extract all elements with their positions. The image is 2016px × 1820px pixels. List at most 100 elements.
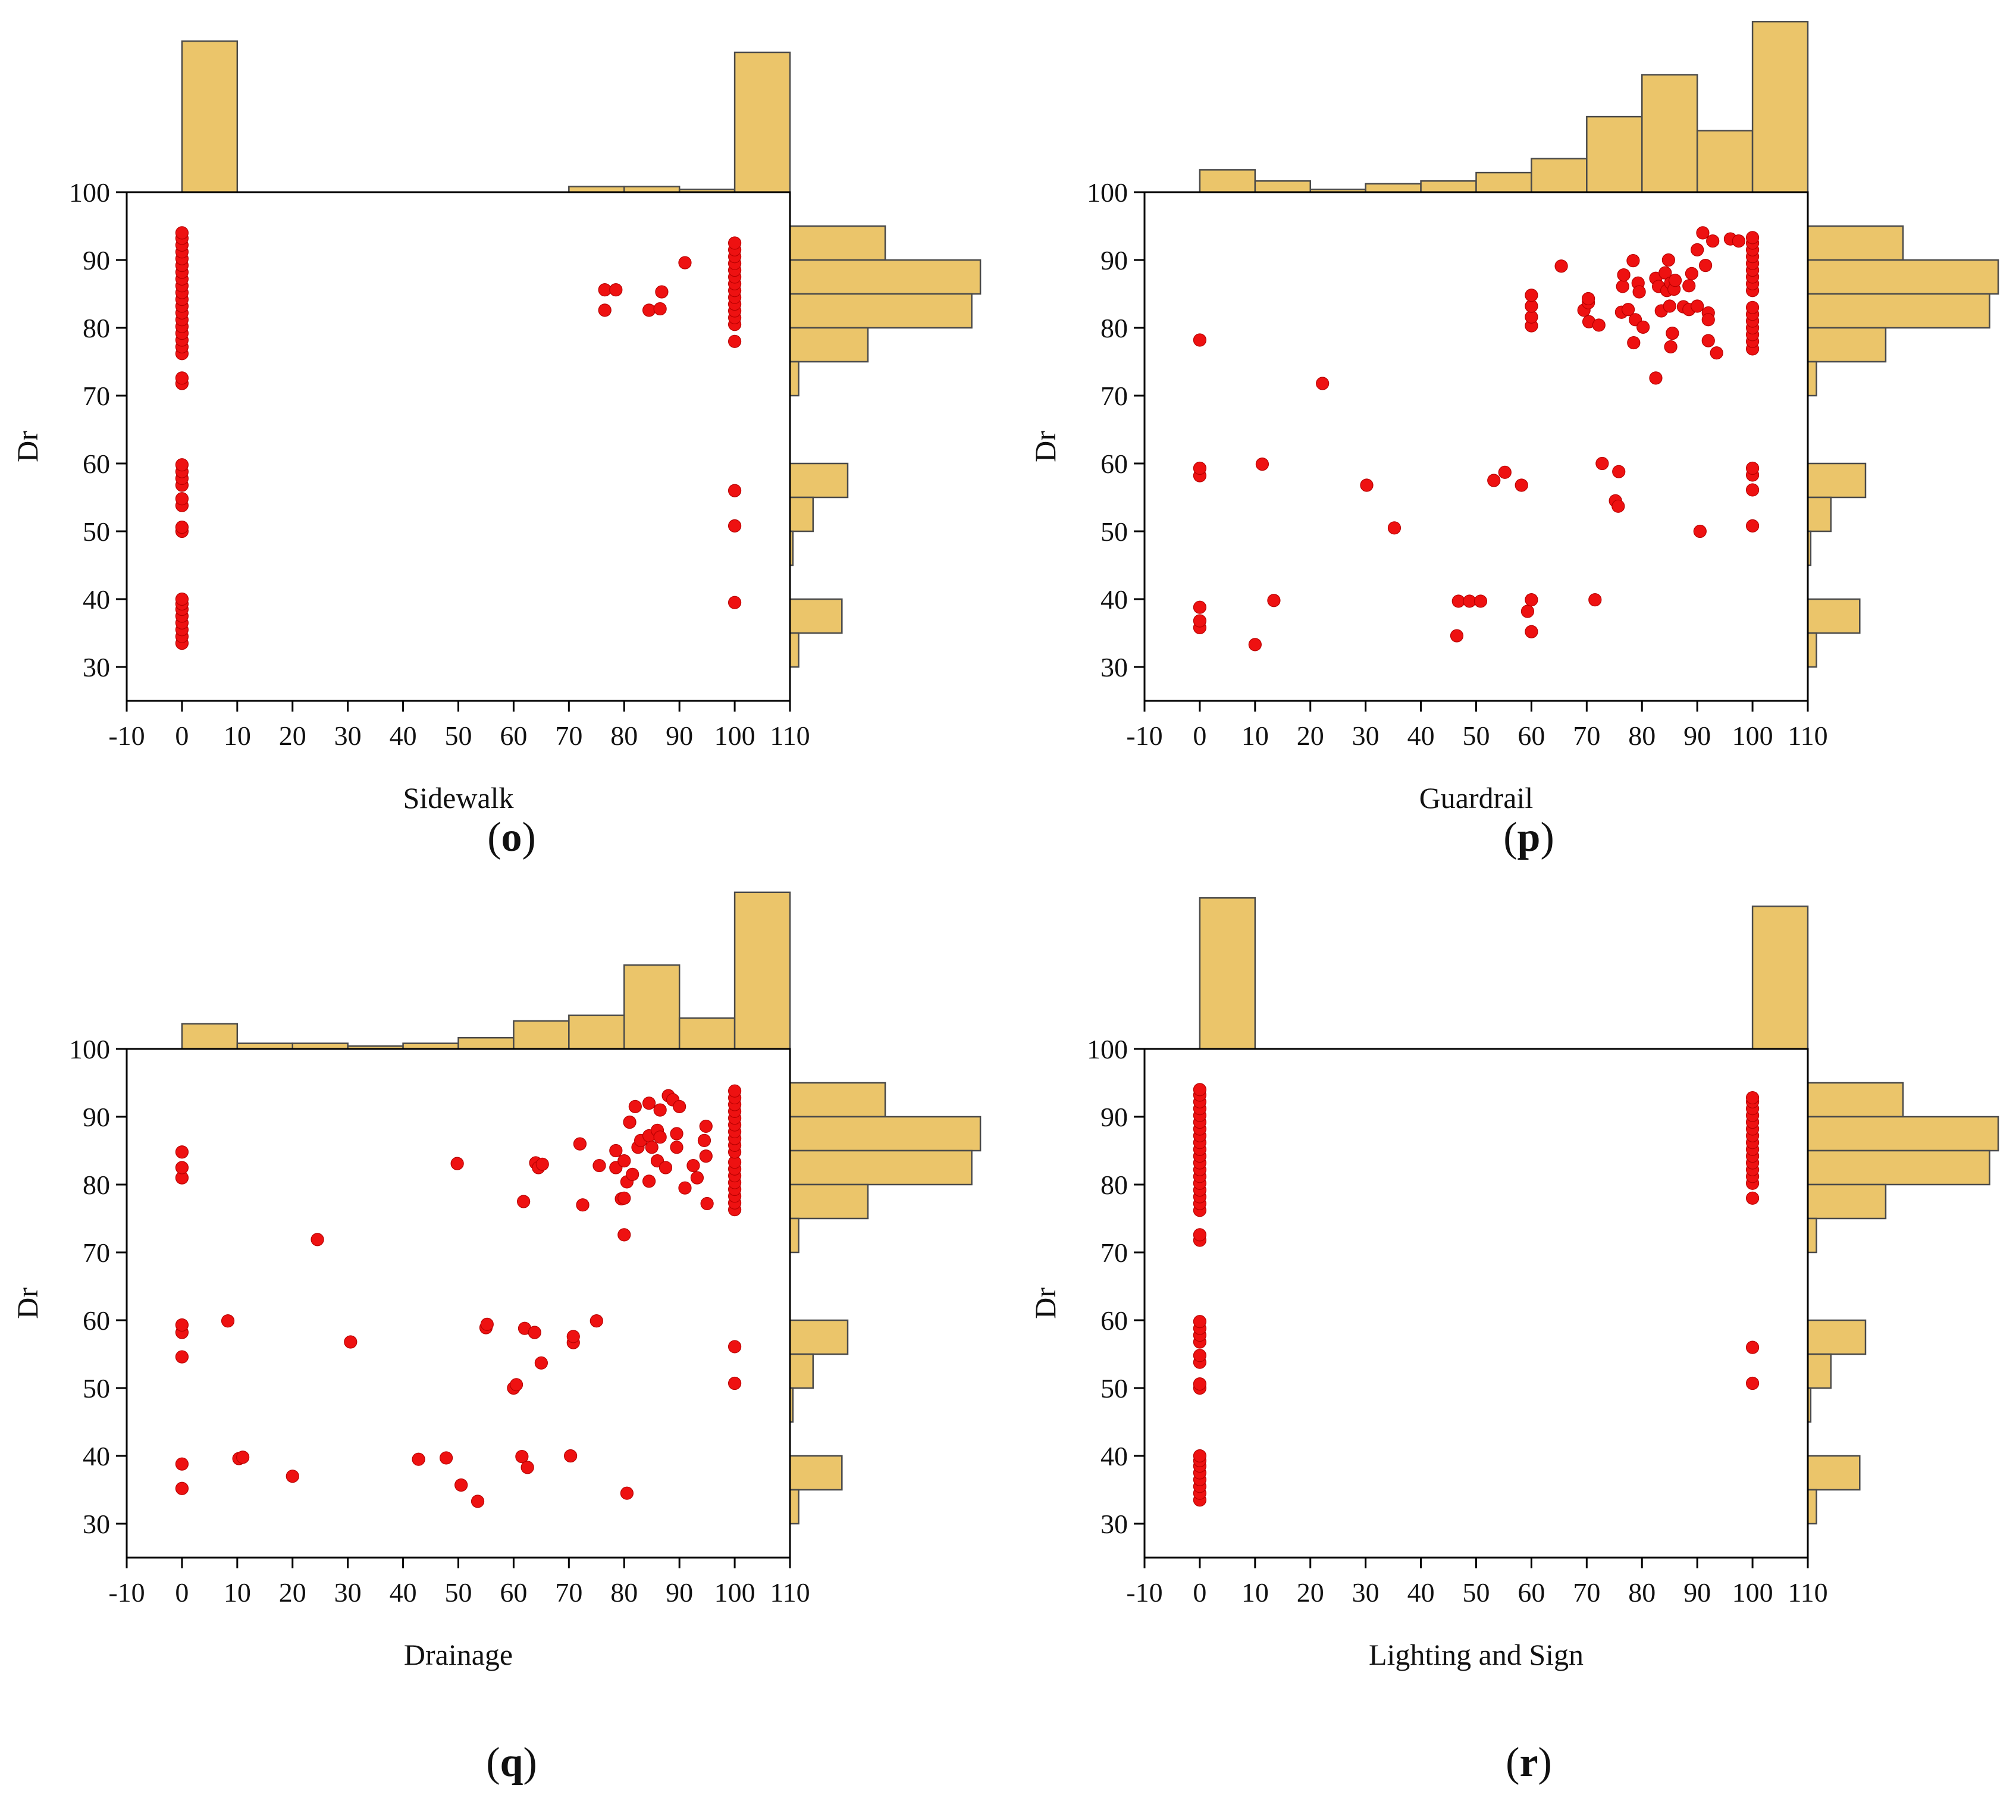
x-histogram-bar: [1420, 180, 1477, 193]
scatter-point: [645, 1141, 659, 1154]
scatter-point: [623, 1116, 637, 1129]
y-histogram-bar: [789, 632, 799, 668]
scatter-point: [1267, 594, 1281, 607]
scatter-point: [728, 236, 742, 250]
scatter-point: [609, 1144, 623, 1158]
scatter-point: [673, 1099, 686, 1114]
panel-o: -10 0 10 20 30 40 50 60 70 80 90 100 110 30 40 50 60 70 80…: [11, 40, 982, 860]
y-histogram-bar: [1807, 496, 1832, 532]
x-histogram-bar: [181, 40, 239, 193]
y-histogram-bar: [1807, 1489, 1817, 1525]
x-tick-label: 0: [175, 721, 189, 751]
scatter-point: [1666, 327, 1679, 340]
x-tick-label: 40: [1407, 1577, 1435, 1608]
x-tick-label: -10: [1126, 1577, 1162, 1608]
y-tick-label: 40: [83, 1441, 110, 1471]
y-histogram-bar: [1807, 1353, 1832, 1389]
plot-frame: [126, 191, 791, 702]
scatter-point: [517, 1195, 531, 1208]
y-tick-label: 30: [1101, 652, 1128, 682]
y-tick-label: 90: [1101, 1102, 1128, 1132]
scatter-point: [728, 1340, 742, 1354]
x-tick-label: 90: [1683, 721, 1711, 751]
scatter-point: [1592, 318, 1606, 332]
scatter-point: [175, 1350, 189, 1364]
y-histogram-bar: [789, 1116, 982, 1152]
y-histogram-bar: [1807, 1149, 1990, 1186]
x-tick-label: 70: [555, 1577, 582, 1608]
scatter-point: [626, 1167, 639, 1182]
y-histogram-bar: [1807, 1217, 1817, 1254]
y-tick-label: 60: [1101, 1305, 1128, 1336]
y-tick-label: 90: [83, 1102, 110, 1132]
y-histogram-bar: [789, 361, 799, 397]
x-axis-title: Sidewalk: [403, 781, 513, 815]
x-tick-label: 60: [1518, 1577, 1545, 1608]
y-tick-label: 60: [1101, 449, 1128, 479]
scatter-point: [1520, 604, 1535, 618]
scatter-point: [1525, 593, 1538, 607]
scatter-point: [1696, 226, 1710, 240]
scatter-point: [454, 1478, 468, 1492]
x-tick-label: 10: [224, 721, 251, 751]
scatter-point: [1745, 1340, 1760, 1354]
x-tick-label: 80: [610, 721, 638, 751]
scatter-point: [1193, 1449, 1207, 1463]
x-tick-label: 30: [334, 721, 362, 751]
scatter-point: [515, 1450, 529, 1464]
panel-p: -10 0 10 20 30 40 50 60 70 80 90 100 110 30 40 50 60 70 80…: [1029, 21, 1999, 860]
scatter-point: [1525, 625, 1538, 638]
scatter-point: [1473, 594, 1488, 608]
y-tick-label: 100: [1087, 1034, 1128, 1064]
panel-r: -10 0 10 20 30 40 50 60 70 80 90 100 110 30 40 50 60 70 80…: [1029, 897, 1999, 1785]
y-histogram-bar: [789, 1217, 799, 1254]
scatter-point: [286, 1470, 299, 1483]
x-histogram-bar: [1199, 897, 1256, 1050]
y-histogram-bar: [789, 327, 869, 363]
x-tick-label: 10: [1241, 1577, 1269, 1608]
y-axis-title: Dr: [11, 431, 44, 462]
y-histogram-bar: [1807, 327, 1887, 363]
scatter-point: [175, 1318, 189, 1332]
y-histogram-bar: [1807, 462, 1867, 499]
y-histogram-bar: [1807, 293, 1990, 329]
scatter-point: [1710, 346, 1723, 360]
x-axis-title: Lighting and Sign: [1369, 1638, 1584, 1671]
scatter-point: [1682, 279, 1696, 293]
x-tick-label: 70: [1573, 1577, 1600, 1608]
scatter-point: [1691, 299, 1704, 313]
y-histogram-bar: [789, 259, 982, 295]
x-histogram-bar: [1475, 171, 1532, 193]
x-tick-label: 20: [1297, 721, 1324, 751]
y-tick-label: 90: [83, 245, 110, 275]
scatter-point: [175, 1481, 189, 1495]
scatter-point: [1360, 478, 1374, 492]
y-tick-label: 80: [83, 313, 110, 343]
scatter-point: [236, 1451, 250, 1464]
x-tick-label: -10: [108, 1577, 145, 1608]
y-histogram-bar: [1807, 1082, 1904, 1118]
x-tick-label: 70: [555, 721, 582, 751]
x-tick-label: 20: [279, 1577, 306, 1608]
scatter-point: [1248, 638, 1262, 651]
scatter-point: [1658, 266, 1672, 280]
scatter-point: [573, 1137, 587, 1151]
y-tick-label: 30: [83, 1509, 110, 1539]
x-tick-label: 20: [279, 721, 306, 751]
x-histogram-bar: [1586, 115, 1643, 193]
y-histogram-bar: [1807, 632, 1817, 668]
y-histogram-bar: [789, 293, 973, 329]
y-tick-label: 40: [1101, 1441, 1128, 1471]
y-tick-label: 30: [83, 652, 110, 682]
scatter-point: [678, 256, 692, 270]
y-tick-label: 50: [1101, 1373, 1128, 1404]
plot-frame: [1143, 1048, 1809, 1559]
y-histogram-bar: [789, 1082, 886, 1118]
scatter-point: [1193, 1228, 1207, 1242]
x-tick-label: 20: [1297, 1577, 1324, 1608]
y-histogram-bar: [789, 1319, 849, 1355]
scatter-point: [576, 1198, 590, 1212]
x-tick-label: 110: [1788, 1577, 1827, 1608]
x-axis-title: Drainage: [404, 1638, 513, 1671]
scatter-point: [670, 1127, 684, 1141]
